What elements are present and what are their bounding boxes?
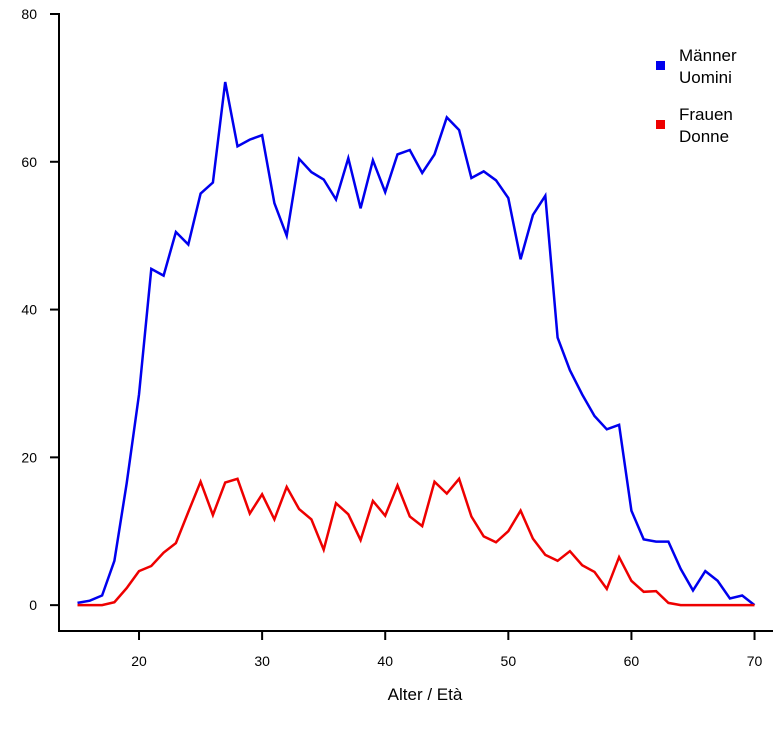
y-tick-label: 20 [21,449,37,465]
x-tick-label: 70 [747,653,763,669]
series-line-1 [77,81,756,607]
legend: Männer Uomini Frauen Donne [656,46,737,146]
x-tick-label: 60 [624,653,640,669]
y-tick-label: 0 [29,597,37,613]
legend-label-1: Männer [679,46,737,65]
legend-swatch-1 [656,61,665,70]
legend-swatch-2 [656,120,665,129]
y-tick-label: 60 [21,154,37,170]
axes: 0 20 40 60 80 20 30 40 50 60 70 [21,6,773,669]
x-tick-label: 20 [131,653,147,669]
x-axis-title: Alter / Età [388,685,463,704]
legend-label-2: Donne [679,127,729,146]
y-tick-label: 40 [21,302,37,318]
series-line-2 [77,476,755,607]
legend-label-1: Uomini [679,68,732,87]
series-lines [77,81,756,607]
x-tick-label: 40 [377,653,393,669]
y-tick-label: 80 [21,6,37,22]
x-tick-label: 30 [254,653,270,669]
legend-label-2: Frauen [679,105,733,124]
x-tick-label: 50 [501,653,517,669]
